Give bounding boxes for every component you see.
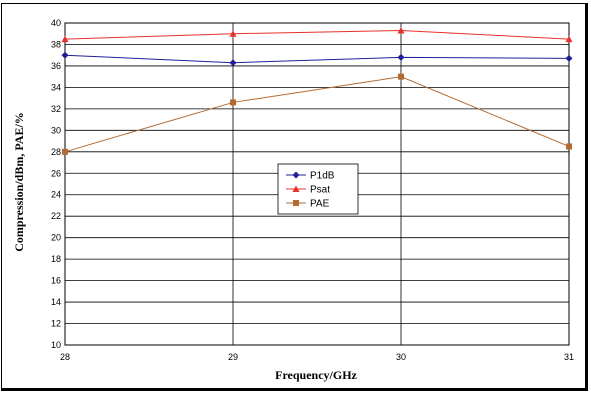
y-tick-label: 26 [51, 168, 61, 178]
data-point-psat [565, 35, 573, 43]
data-point-p1db [61, 51, 69, 59]
series-group [61, 27, 573, 155]
legend: P1dB Psat PAE [277, 163, 359, 215]
data-point-psat [61, 35, 69, 43]
legend-label-p1db: P1dB [310, 171, 335, 182]
data-point-p1db [397, 53, 405, 61]
series-pae [62, 73, 572, 155]
x-axis-label: Frequency/GHz [275, 368, 357, 382]
series-line-pae [64, 76, 570, 153]
chart-frame: 10 12 14 16 18 20 22 24 26 28 30 32 34 36 38 40 28 29 30 3… [1, 3, 588, 391]
x-tick-label: 30 [396, 352, 406, 362]
legend-label-pae: PAE [310, 199, 330, 210]
legend-marker-pae [293, 200, 299, 206]
x-tick-labels: 28 29 30 31 [60, 352, 574, 362]
y-tick-label: 32 [51, 104, 61, 114]
y-tick-label: 16 [51, 276, 61, 286]
y-tick-label: 12 [51, 319, 61, 329]
y-tick-label: 36 [51, 61, 61, 71]
legend-marker-psat [292, 185, 300, 192]
data-point-pae [398, 73, 404, 80]
y-tick-label: 38 [51, 39, 61, 49]
y-tick-label: 20 [51, 233, 61, 243]
x-tick-label: 29 [228, 352, 238, 362]
data-point-pae [230, 99, 236, 106]
series-line-psat [64, 30, 570, 40]
y-tick-label: 22 [51, 211, 61, 221]
grid [64, 22, 570, 346]
y-tick-label: 10 [51, 340, 61, 350]
y-tick-label: 34 [51, 82, 61, 92]
y-axis-label: Compression/dBm, PAE/% [12, 112, 26, 252]
series-p1db [61, 51, 573, 67]
data-point-p1db [229, 59, 237, 67]
y-tick-label: 18 [51, 254, 61, 264]
y-tick-label: 24 [51, 190, 61, 200]
x-tick-label: 31 [564, 352, 574, 362]
legend-label-psat: Psat [310, 185, 330, 196]
legend-marker-p1db [292, 171, 300, 179]
chart: 10 12 14 16 18 20 22 24 26 28 30 32 34 36 38 40 28 29 30 3… [12, 18, 574, 382]
x-tick-label: 28 [60, 352, 70, 362]
series-psat [61, 27, 573, 43]
y-tick-label: 40 [51, 18, 61, 28]
y-tick-labels: 10 12 14 16 18 20 22 24 26 28 30 32 34 36 38 40 [51, 18, 61, 350]
y-tick-label: 28 [51, 147, 61, 157]
data-point-psat [229, 30, 237, 37]
data-point-psat [397, 27, 405, 34]
y-tick-label: 14 [51, 297, 61, 307]
data-point-p1db [565, 54, 573, 62]
series-line-p1db [64, 54, 570, 64]
data-point-pae [566, 143, 572, 150]
data-point-pae [62, 148, 68, 155]
y-tick-label: 30 [51, 125, 61, 135]
